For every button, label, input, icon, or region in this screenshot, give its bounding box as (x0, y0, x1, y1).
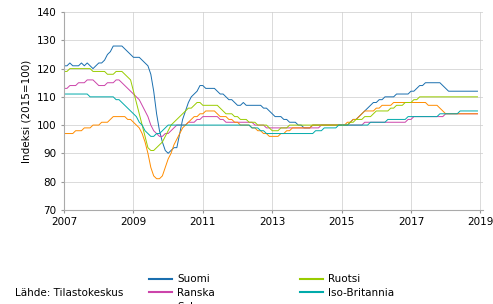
Line: Ranska: Ranska (64, 80, 478, 136)
Line: Suomi: Suomi (64, 46, 478, 153)
Suomi (61, 64, 67, 67)
Saksa (359, 112, 365, 116)
Ruotsi (194, 101, 200, 104)
Ruotsi (93, 70, 99, 73)
Suomi (362, 109, 368, 113)
Saksa (61, 132, 67, 135)
Iso-Britannia (90, 95, 96, 99)
Suomi (125, 50, 131, 54)
Suomi (399, 92, 405, 96)
Suomi (475, 89, 481, 93)
Saksa (122, 115, 128, 119)
Ruotsi (399, 103, 405, 107)
Ranska (84, 78, 90, 82)
Ranska (405, 118, 411, 121)
Saksa (399, 101, 405, 104)
Saksa (405, 101, 411, 104)
Saksa (390, 101, 396, 104)
Suomi (165, 151, 171, 155)
Ranska (475, 112, 481, 116)
Ranska (362, 120, 368, 124)
Saksa (191, 115, 197, 119)
Ruotsi (405, 101, 411, 104)
Ranska (93, 81, 99, 85)
Ranska (125, 87, 131, 90)
Line: Saksa: Saksa (64, 102, 478, 179)
Iso-Britannia (191, 123, 197, 127)
Ruotsi (67, 67, 73, 71)
Text: Lähde: Tilastokeskus: Lähde: Tilastokeskus (15, 288, 123, 298)
Iso-Britannia (61, 92, 67, 96)
Suomi (194, 89, 200, 93)
Ruotsi (61, 70, 67, 73)
Saksa (154, 177, 160, 181)
Suomi (110, 44, 116, 48)
Suomi (90, 67, 96, 71)
Line: Ruotsi: Ruotsi (64, 69, 478, 150)
Ranska (399, 120, 405, 124)
Saksa (475, 112, 481, 116)
Ranska (61, 87, 67, 90)
Iso-Britannia (148, 135, 154, 138)
Line: Iso-Britannia: Iso-Britannia (64, 94, 478, 136)
Iso-Britannia (402, 118, 408, 121)
Y-axis label: Indeksi (2015=100): Indeksi (2015=100) (21, 59, 31, 163)
Iso-Britannia (396, 118, 402, 121)
Ranska (157, 135, 163, 138)
Suomi (405, 92, 411, 96)
Ruotsi (125, 75, 131, 79)
Saksa (90, 123, 96, 127)
Iso-Britannia (475, 109, 481, 113)
Ranska (194, 118, 200, 121)
Iso-Britannia (122, 103, 128, 107)
Iso-Britannia (359, 123, 365, 127)
Ruotsi (148, 149, 154, 152)
Ruotsi (475, 95, 481, 99)
Legend: Ruotsi, Iso-Britannia: Ruotsi, Iso-Britannia (296, 270, 398, 302)
Ruotsi (362, 115, 368, 119)
